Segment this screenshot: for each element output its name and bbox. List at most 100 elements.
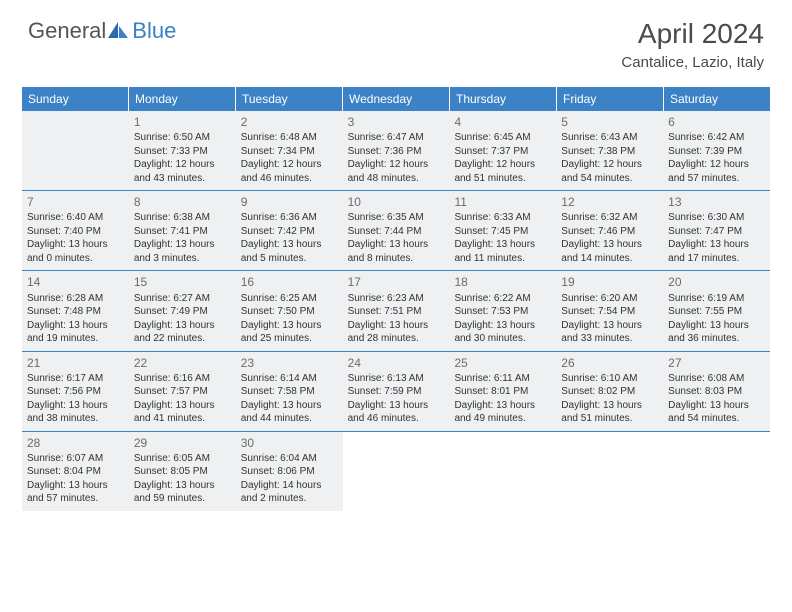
day-number: 14 — [27, 274, 124, 290]
sunset-text: Sunset: 7:55 PM — [668, 305, 765, 319]
daylight-text: Daylight: 13 hours and 49 minutes. — [454, 399, 551, 426]
day-number: 30 — [241, 435, 338, 451]
sunset-text: Sunset: 7:36 PM — [348, 145, 445, 159]
day-number: 20 — [668, 274, 765, 290]
day-number: 13 — [668, 194, 765, 210]
day-number: 27 — [668, 355, 765, 371]
day-cell — [449, 432, 556, 511]
sunrise-text: Sunrise: 6:17 AM — [27, 372, 124, 386]
calendar: Sunday Monday Tuesday Wednesday Thursday… — [22, 87, 770, 511]
page-title: April 2024 — [621, 18, 764, 50]
day-number: 4 — [454, 114, 551, 130]
day-cell: 7Sunrise: 6:40 AMSunset: 7:40 PMDaylight… — [22, 191, 129, 270]
sunrise-text: Sunrise: 6:50 AM — [134, 131, 231, 145]
day-number: 9 — [241, 194, 338, 210]
sunrise-text: Sunrise: 6:05 AM — [134, 452, 231, 466]
day-cell — [556, 432, 663, 511]
day-cell: 23Sunrise: 6:14 AMSunset: 7:58 PMDayligh… — [236, 352, 343, 431]
sunrise-text: Sunrise: 6:35 AM — [348, 211, 445, 225]
daylight-text: Daylight: 13 hours and 51 minutes. — [561, 399, 658, 426]
day-cell: 17Sunrise: 6:23 AMSunset: 7:51 PMDayligh… — [343, 271, 450, 350]
day-cell: 13Sunrise: 6:30 AMSunset: 7:47 PMDayligh… — [663, 191, 770, 270]
sunrise-text: Sunrise: 6:42 AM — [668, 131, 765, 145]
day-number: 1 — [134, 114, 231, 130]
weeks-container: 1Sunrise: 6:50 AMSunset: 7:33 PM Daylight… — [22, 111, 770, 511]
weekday-monday: Monday — [129, 87, 236, 111]
day-cell: 2Sunrise: 6:48 AMSunset: 7:34 PMDaylight… — [236, 111, 343, 190]
daylight-text: Daylight: 13 hours and 8 minutes. — [348, 238, 445, 265]
day-cell: 5Sunrise: 6:43 AMSunset: 7:38 PMDaylight… — [556, 111, 663, 190]
sunrise-text: Sunrise: 6:36 AM — [241, 211, 338, 225]
daylight-text: Daylight: 13 hours and 14 minutes. — [561, 238, 658, 265]
sunrise-text: Sunrise: 6:45 AM — [454, 131, 551, 145]
logo-sail-icon — [108, 22, 130, 40]
week-row: 7Sunrise: 6:40 AMSunset: 7:40 PMDaylight… — [22, 191, 770, 271]
sunset-text: Sunset: 7:45 PM — [454, 225, 551, 239]
sunset-text: Sunset: 7:33 PM — [134, 145, 231, 159]
day-cell — [663, 432, 770, 511]
daylight-text: Daylight: 13 hours and 57 minutes. — [27, 479, 124, 506]
weekday-friday: Friday — [557, 87, 664, 111]
day-cell: 24Sunrise: 6:13 AMSunset: 7:59 PMDayligh… — [343, 352, 450, 431]
sunrise-text: Sunrise: 6:20 AM — [561, 292, 658, 306]
daylight-text: Daylight: 13 hours and 38 minutes. — [27, 399, 124, 426]
week-row: 1Sunrise: 6:50 AMSunset: 7:33 PM Daylight… — [22, 111, 770, 191]
daylight-text: Daylight: 12 hours and 46 minutes. — [241, 158, 338, 185]
sunrise-text: Sunrise: 6:13 AM — [348, 372, 445, 386]
sunrise-text: Sunrise: 6:23 AM — [348, 292, 445, 306]
week-row: 14Sunrise: 6:28 AMSunset: 7:48 PMDayligh… — [22, 271, 770, 351]
day-cell: 6Sunrise: 6:42 AMSunset: 7:39 PMDaylight… — [663, 111, 770, 190]
daylight-text: Daylight: 13 hours and 22 minutes. — [134, 319, 231, 346]
sunrise-text: Sunrise: 6:08 AM — [668, 372, 765, 386]
day-number: 2 — [241, 114, 338, 130]
sunrise-text: Sunrise: 6:16 AM — [134, 372, 231, 386]
day-number: 3 — [348, 114, 445, 130]
day-cell: 3Sunrise: 6:47 AMSunset: 7:36 PMDaylight… — [343, 111, 450, 190]
sunset-text: Sunset: 7:37 PM — [454, 145, 551, 159]
sunrise-text: Sunrise: 6:22 AM — [454, 292, 551, 306]
daylight-text: Daylight: 13 hours and 33 minutes. — [561, 319, 658, 346]
day-number: 19 — [561, 274, 658, 290]
weekday-saturday: Saturday — [664, 87, 770, 111]
sunset-text: Sunset: 7:48 PM — [27, 305, 124, 319]
day-cell: 4Sunrise: 6:45 AMSunset: 7:37 PMDaylight… — [449, 111, 556, 190]
sunset-text: Sunset: 7:51 PM — [348, 305, 445, 319]
sunrise-text: Sunrise: 6:14 AM — [241, 372, 338, 386]
sunset-text: Sunset: 7:59 PM — [348, 385, 445, 399]
daylight-text: Daylight: 13 hours and 25 minutes. — [241, 319, 338, 346]
day-number: 17 — [348, 274, 445, 290]
sunset-text: Sunset: 8:06 PM — [241, 465, 338, 479]
sunset-text: Sunset: 8:04 PM — [27, 465, 124, 479]
daylight-text: Daylight: 13 hours and 30 minutes. — [454, 319, 551, 346]
sunrise-text: Sunrise: 6:07 AM — [27, 452, 124, 466]
day-number: 22 — [134, 355, 231, 371]
day-cell: 26Sunrise: 6:10 AMSunset: 8:02 PMDayligh… — [556, 352, 663, 431]
sunset-text: Sunset: 7:50 PM — [241, 305, 338, 319]
logo: General Blue — [28, 18, 176, 44]
weekday-wednesday: Wednesday — [343, 87, 450, 111]
daylight-text: Daylight: 13 hours and 46 minutes. — [348, 399, 445, 426]
daylight-text: Daylight: 13 hours and 19 minutes. — [27, 319, 124, 346]
weekday-tuesday: Tuesday — [236, 87, 343, 111]
day-cell: 12Sunrise: 6:32 AMSunset: 7:46 PMDayligh… — [556, 191, 663, 270]
sunrise-text: Sunrise: 6:32 AM — [561, 211, 658, 225]
day-cell: 21Sunrise: 6:17 AMSunset: 7:56 PMDayligh… — [22, 352, 129, 431]
day-number: 24 — [348, 355, 445, 371]
sunrise-text: Sunrise: 6:28 AM — [27, 292, 124, 306]
day-number: 5 — [561, 114, 658, 130]
day-cell: 1Sunrise: 6:50 AMSunset: 7:33 PMDaylight… — [129, 111, 236, 190]
sunrise-text: Sunrise: 6:30 AM — [668, 211, 765, 225]
day-number: 12 — [561, 194, 658, 210]
day-cell: 15Sunrise: 6:27 AMSunset: 7:49 PMDayligh… — [129, 271, 236, 350]
sunset-text: Sunset: 7:56 PM — [27, 385, 124, 399]
daylight-text: Daylight: 12 hours and 51 minutes. — [454, 158, 551, 185]
day-number: 6 — [668, 114, 765, 130]
sunrise-text: Sunrise: 6:38 AM — [134, 211, 231, 225]
sunset-text: Sunset: 8:05 PM — [134, 465, 231, 479]
sunrise-text: Sunrise: 6:11 AM — [454, 372, 551, 386]
sunset-text: Sunset: 7:42 PM — [241, 225, 338, 239]
day-cell: 20Sunrise: 6:19 AMSunset: 7:55 PMDayligh… — [663, 271, 770, 350]
logo-text-blue: Blue — [132, 18, 176, 44]
daylight-text: Daylight: 12 hours and 57 minutes. — [668, 158, 765, 185]
sunset-text: Sunset: 7:46 PM — [561, 225, 658, 239]
